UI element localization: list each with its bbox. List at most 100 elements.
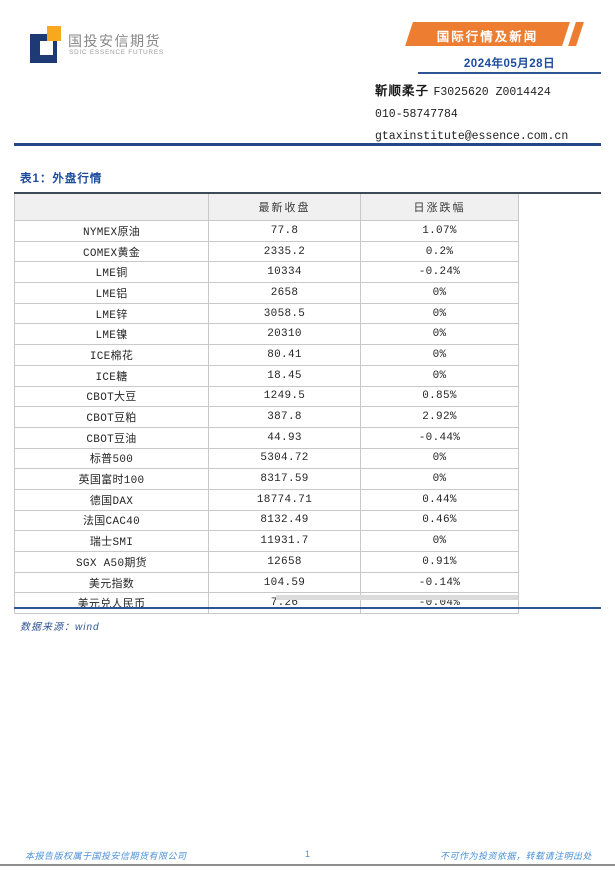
logo-company-name-en: SDIC ESSENCE FUTURES <box>69 49 164 56</box>
table-row: ICE棉花 80.41 0% <box>15 344 518 365</box>
change-cell: 0% <box>360 448 518 469</box>
close-cell: 80.41 <box>208 345 360 365</box>
instrument-cell: 标普500 <box>89 454 134 467</box>
analyst-name: 靳顺柔子 <box>375 84 430 98</box>
instrument-cell: COMEX黄金 <box>82 247 141 260</box>
table-row: 标普500 5304.72 0% <box>15 447 518 469</box>
page-bottom-border <box>0 864 615 866</box>
report-category-banner: 国际行情及新闻 <box>404 22 584 46</box>
date-underline <box>418 72 601 74</box>
header-instrument <box>15 194 208 220</box>
change-cell: 0% <box>360 365 518 386</box>
change-cell: 0% <box>360 345 518 365</box>
change-cell: -0.04% <box>360 593 518 614</box>
table-title: 表1：外盘行情 <box>20 173 103 185</box>
instrument-cell: SGX A50期货 <box>76 557 147 570</box>
table-row: SGX A50期货 12658 0.91% <box>15 551 518 572</box>
instrument-cell: NYMEX原油 <box>82 226 141 239</box>
instrument-cell: LME铜 <box>95 268 128 281</box>
instrument-cell: LME铝 <box>95 288 128 301</box>
table-row: LME铜 10334 -0.24% <box>15 261 518 283</box>
change-cell: 0.91% <box>360 552 518 572</box>
table-row: 美元指数 104.59 -0.14% <box>15 571 518 593</box>
close-cell: 2658 <box>208 283 360 303</box>
instrument-cell: LME锌 <box>95 309 128 322</box>
analyst-line: 靳顺柔子 F3025620 Z0014424 <box>375 80 568 104</box>
footer-page-number: 1 <box>304 849 310 859</box>
analyst-phone: 010-58747784 <box>375 108 458 121</box>
table-row: 德国DAX 18774.71 0.44% <box>15 488 518 510</box>
change-cell: 2.92% <box>360 407 518 427</box>
change-cell: 0% <box>360 303 518 324</box>
instrument-cell: ICE棉花 <box>89 350 134 363</box>
close-cell: 18774.71 <box>208 489 360 510</box>
instrument-cell: CBOT豆油 <box>86 433 137 446</box>
close-cell: 11931.7 <box>208 531 360 551</box>
close-cell: 12658 <box>208 552 360 572</box>
instrument-cell: ICE糖 <box>95 371 128 384</box>
table-row: CBOT豆粕 387.8 2.92% <box>15 406 518 427</box>
change-cell: 0% <box>360 469 518 489</box>
close-cell: 7.26 <box>208 593 360 614</box>
table-row: COMEX黄金 2335.2 0.2% <box>15 240 518 262</box>
analyst-block: 靳顺柔子 F3025620 Z0014424 010-58747784 gtax… <box>375 80 568 148</box>
header-last-close: 最新收盘 <box>208 194 360 220</box>
banner-label: 国际行情及新闻 <box>436 30 539 44</box>
instrument-cell: CBOT豆粕 <box>86 413 137 426</box>
instrument-cell: 英国富时100 <box>78 475 145 488</box>
instrument-cell: LME镍 <box>95 330 128 343</box>
footer-copyright: 本报告版权属于国投安信期货有限公司 <box>25 851 187 861</box>
change-cell: -0.14% <box>360 572 518 593</box>
table-row: CBOT大豆 1249.5 0.85% <box>15 385 518 407</box>
table-shadow <box>276 595 518 600</box>
close-cell: 10334 <box>208 262 360 283</box>
instrument-cell: 德国DAX <box>89 495 134 508</box>
header-daily-change: 日涨跌幅 <box>360 194 518 220</box>
header-divider <box>14 143 601 146</box>
change-cell: 0.44% <box>360 489 518 510</box>
table-row: ICE糖 18.45 0% <box>15 364 518 386</box>
logo-company-name: 国投安信期货 <box>68 33 161 49</box>
logo-icon <box>30 26 62 64</box>
close-cell: 44.93 <box>208 427 360 448</box>
change-cell: 0.2% <box>360 241 518 262</box>
close-cell: 5304.72 <box>208 448 360 469</box>
instrument-cell: CBOT大豆 <box>86 392 137 405</box>
close-cell: 77.8 <box>208 221 360 241</box>
analyst-email[interactable]: gtaxinstitute@essence.com.cn <box>375 130 569 143</box>
table-row: LME镍 20310 0% <box>15 323 518 345</box>
change-cell: 1.07% <box>360 221 518 241</box>
instrument-cell: 美元指数 <box>88 578 135 591</box>
close-cell: 8132.49 <box>208 510 360 531</box>
change-cell: -0.24% <box>360 262 518 283</box>
close-cell: 8317.59 <box>208 469 360 489</box>
footer-disclaimer: 不可作为投资依据，转载请注明出处 <box>439 851 592 861</box>
close-cell: 1249.5 <box>208 386 360 407</box>
close-cell: 20310 <box>208 324 360 345</box>
table-header-row: 最新收盘 日涨跌幅 <box>15 194 518 220</box>
close-cell: 2335.2 <box>208 241 360 262</box>
logo-white-notch <box>40 41 53 55</box>
table-row: 英国富时100 8317.59 0% <box>15 468 518 489</box>
close-cell: 387.8 <box>208 407 360 427</box>
instrument-cell: 美元兑人民币 <box>77 599 146 612</box>
change-cell: 0.46% <box>360 510 518 531</box>
table-row: 瑞士SMI 11931.7 0% <box>15 530 518 551</box>
close-cell: 3058.5 <box>208 303 360 324</box>
change-cell: 0% <box>360 324 518 345</box>
table-top-border <box>14 192 601 194</box>
instrument-cell: 法国CAC40 <box>82 516 141 529</box>
table-row: NYMEX原油 77.8 1.07% <box>15 220 518 241</box>
instrument-cell: 瑞士SMI <box>89 537 134 550</box>
table-row: LME铝 2658 0% <box>15 282 518 303</box>
report-date: 2024年05月28日 <box>463 58 556 70</box>
change-cell: 0% <box>360 531 518 551</box>
market-table: 最新收盘 日涨跌幅 NYMEX原油 77.8 1.07% COMEX黄金 233… <box>14 194 519 615</box>
data-source: 数据来源：wind <box>20 622 100 633</box>
change-cell: -0.44% <box>360 427 518 448</box>
analyst-license-codes: F3025620 Z0014424 <box>433 86 551 99</box>
close-cell: 18.45 <box>208 365 360 386</box>
table-row: LME锌 3058.5 0% <box>15 302 518 324</box>
close-cell: 104.59 <box>208 572 360 593</box>
logo-orange-square <box>47 26 61 41</box>
